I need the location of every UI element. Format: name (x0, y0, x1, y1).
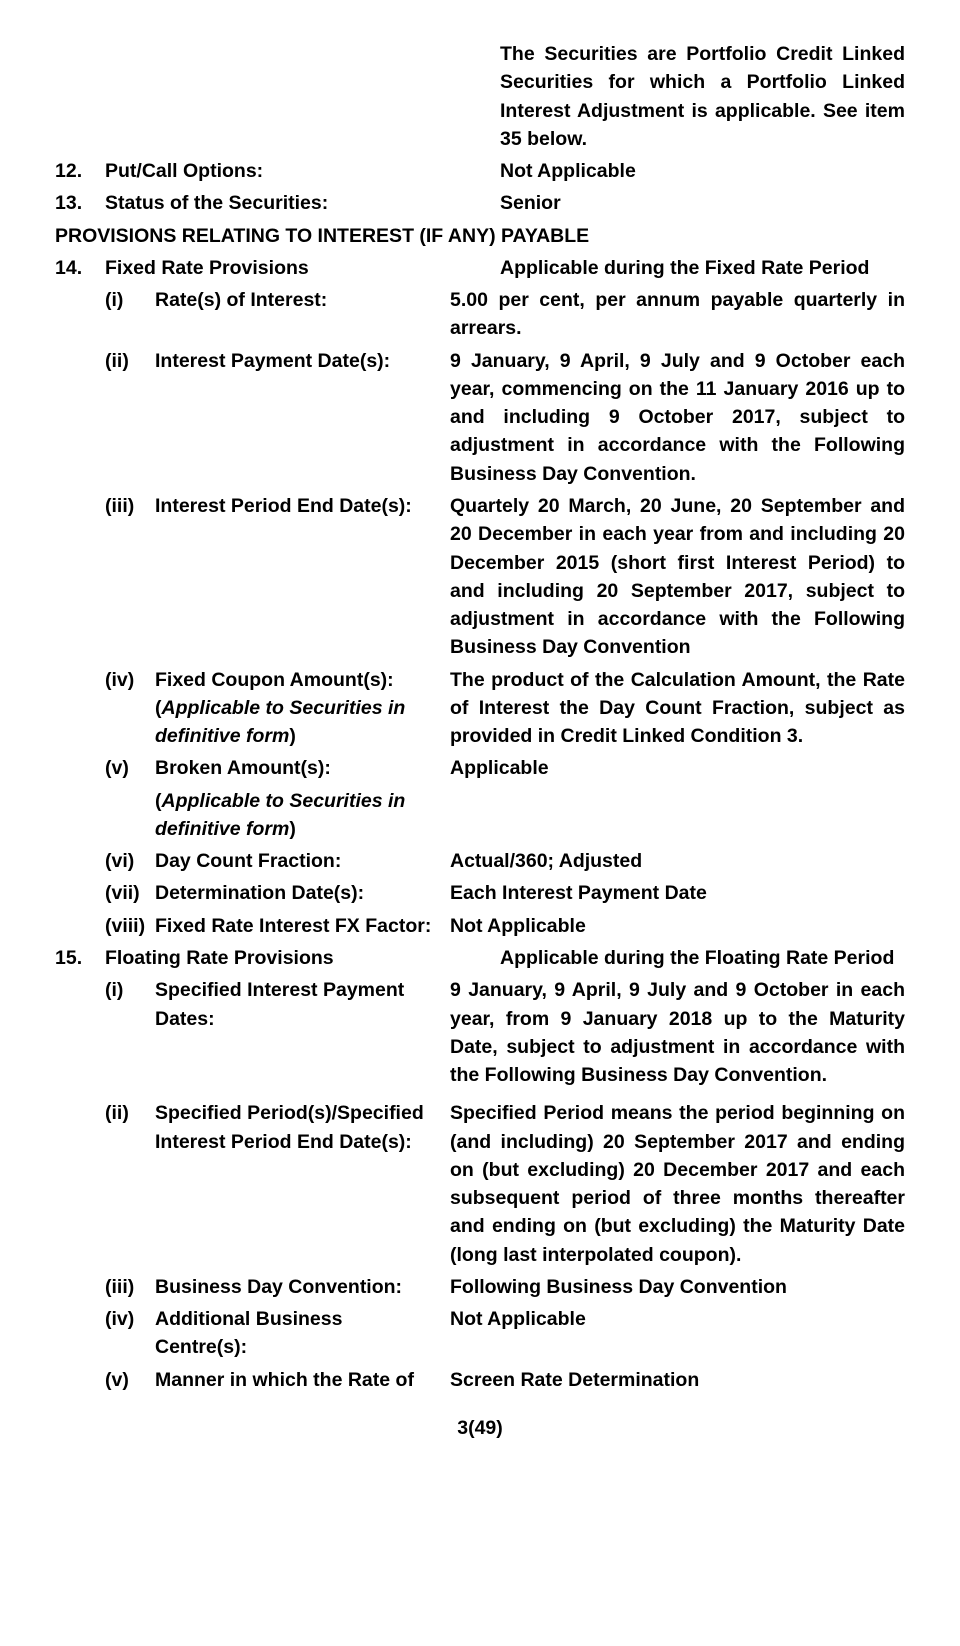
item-15-ii-label: Specified Period(s)/Specified Interest P… (155, 1099, 450, 1156)
item-15-ii-row: (ii) Specified Period(s)/Specified Inter… (55, 1099, 905, 1269)
item-13-label: Status of the Securities: (105, 189, 500, 217)
item-14-v-label: Broken Amount(s): (155, 754, 435, 782)
item-15-num: 15. (55, 944, 105, 972)
item-15-v-roman: (v) (55, 1366, 155, 1394)
item-15-iii-label: Business Day Convention: (155, 1273, 450, 1301)
item-14-v-row: (v) Broken Amount(s): Applicable (55, 754, 905, 782)
page-footer: 3(49) (55, 1414, 905, 1442)
item-13-value: Senior (500, 189, 905, 217)
item-14-vii-roman: (vii) (55, 879, 155, 907)
item-13-row: 13. Status of the Securities: Senior (55, 189, 905, 217)
item-12-value: Not Applicable (500, 157, 905, 185)
item-15-iii-roman: (iii) (55, 1273, 155, 1301)
item-14-vi-label: Day Count Fraction: (155, 847, 450, 875)
item-15-v-value: Screen Rate Determination (450, 1366, 905, 1394)
item-14-vii-label: Determination Date(s): (155, 879, 450, 907)
item-14-i-roman: (i) (55, 286, 155, 314)
item-14-iv-label: Fixed Coupon Amount(s): (155, 666, 435, 694)
item-15-i-row: (i) Specified Interest Payment Dates: 9 … (55, 976, 905, 1089)
item-15-ii-roman: (ii) (55, 1099, 155, 1127)
item-15-i-value: 9 January, 9 April, 9 July and 9 October… (450, 976, 905, 1089)
item-14-iii-roman: (iii) (55, 492, 155, 520)
item-12-label: Put/Call Options: (105, 157, 500, 185)
item-14-iii-label: Interest Period End Date(s): (155, 492, 450, 520)
intro-text: The Securities are Portfolio Credit Link… (500, 40, 905, 153)
item-14-ii-row: (ii) Interest Payment Date(s): 9 January… (55, 347, 905, 488)
item-15-v-row: (v) Manner in which the Rate of Screen R… (55, 1366, 905, 1394)
item-15-value: Applicable during the Floating Rate Peri… (500, 944, 905, 972)
item-14-vi-value: Actual/360; Adjusted (450, 847, 905, 875)
item-14-vi-roman: (vi) (55, 847, 155, 875)
item-14-v-note-row: (Applicable to Securities in definitive … (55, 787, 905, 844)
item-15-i-label: Specified Interest Payment Dates: (155, 976, 450, 1033)
item-14-v-note: (Applicable to Securities in definitive … (155, 787, 435, 844)
item-14-ii-label: Interest Payment Date(s): (155, 347, 450, 375)
item-14-viii-roman: (viii) (55, 912, 155, 940)
item-12-row: 12. Put/Call Options: Not Applicable (55, 157, 905, 185)
item-13-num: 13. (55, 189, 105, 217)
item-14-i-row: (i) Rate(s) of Interest: 5.00 per cent, … (55, 286, 905, 343)
item-14-i-label: Rate(s) of Interest: (155, 286, 450, 314)
item-15-v-label: Manner in which the Rate of (155, 1366, 450, 1394)
item-14-label: Fixed Rate Provisions (105, 254, 500, 282)
item-14-num: 14. (55, 254, 105, 282)
item-14-ii-roman: (ii) (55, 347, 155, 375)
item-14-iv-row: (iv) Fixed Coupon Amount(s): (Applicable… (55, 666, 905, 751)
item-14-iii-row: (iii) Interest Period End Date(s): Quart… (55, 492, 905, 662)
item-14-ii-value: 9 January, 9 April, 9 July and 9 October… (450, 347, 905, 488)
item-15-row: 15. Floating Rate Provisions Applicable … (55, 944, 905, 972)
item-15-iv-roman: (iv) (55, 1305, 155, 1333)
item-15-iv-value: Not Applicable (450, 1305, 905, 1333)
item-14-iv-value: The product of the Calculation Amount, t… (450, 666, 905, 751)
item-15-iii-row: (iii) Business Day Convention: Following… (55, 1273, 905, 1301)
item-14-viii-value: Not Applicable (450, 912, 905, 940)
item-15-iv-row: (iv) Additional Business Centre(s): Not … (55, 1305, 905, 1362)
item-14-iv-roman: (iv) (55, 666, 155, 694)
item-15-ii-value: Specified Period means the period beginn… (450, 1099, 905, 1269)
item-14-value: Applicable during the Fixed Rate Period (500, 254, 905, 282)
item-14-i-value: 5.00 per cent, per annum payable quarter… (450, 286, 905, 343)
item-14-v-roman: (v) (55, 754, 155, 782)
item-14-v-value: Applicable (450, 754, 905, 782)
item-14-row: 14. Fixed Rate Provisions Applicable dur… (55, 254, 905, 282)
item-15-i-roman: (i) (55, 976, 155, 1004)
item-15-iv-label: Additional Business Centre(s): (155, 1305, 450, 1362)
item-14-iv-note: (Applicable to Securities in definitive … (155, 694, 435, 751)
item-14-viii-label: Fixed Rate Interest FX Factor: (155, 912, 450, 940)
item-12-num: 12. (55, 157, 105, 185)
item-14-vii-row: (vii) Determination Date(s): Each Intere… (55, 879, 905, 907)
item-14-iii-value: Quartely 20 March, 20 June, 20 September… (450, 492, 905, 662)
item-15-label: Floating Rate Provisions (105, 944, 500, 972)
intro-row: The Securities are Portfolio Credit Link… (55, 40, 905, 153)
item-14-vii-value: Each Interest Payment Date (450, 879, 905, 907)
item-15-iii-value: Following Business Day Convention (450, 1273, 905, 1301)
section-heading-interest: PROVISIONS RELATING TO INTEREST (IF ANY)… (55, 222, 905, 250)
item-14-viii-row: (viii) Fixed Rate Interest FX Factor: No… (55, 912, 905, 940)
item-14-vi-row: (vi) Day Count Fraction: Actual/360; Adj… (55, 847, 905, 875)
